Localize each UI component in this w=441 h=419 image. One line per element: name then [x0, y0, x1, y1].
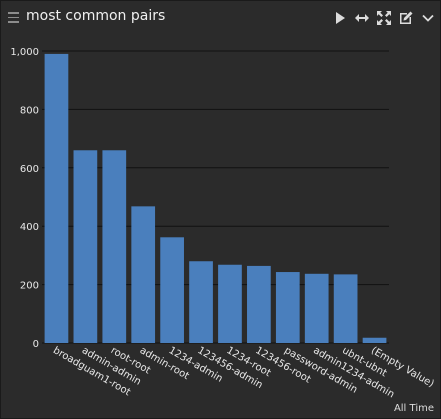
bar	[275, 272, 300, 343]
bar	[102, 150, 127, 343]
y-tick-label: 600	[20, 164, 39, 175]
time-range-label[interactable]: All Time	[393, 403, 434, 414]
y-tick-label: 800	[20, 105, 39, 116]
bar	[362, 337, 387, 343]
bar-chart: 02004006008001,000broadguam1-rootadmin-a…	[10, 47, 435, 400]
bar	[44, 53, 69, 344]
y-tick-label: 200	[20, 281, 39, 292]
edit-icon[interactable]	[398, 10, 414, 26]
expand-icon[interactable]	[376, 10, 392, 26]
panel-toolbar	[332, 9, 436, 27]
chart-area: 0 200 400 600 800 1,000 broadguam1-root admin-a…	[1, 34, 441, 404]
bar	[218, 264, 242, 343]
bar	[131, 206, 156, 343]
chevron-down-icon[interactable]	[420, 10, 436, 26]
bar	[73, 150, 98, 343]
y-tick-label: 400	[20, 222, 39, 233]
bar	[333, 274, 358, 343]
bar	[160, 237, 184, 343]
panel-header: most common pairs	[1, 1, 441, 34]
bar	[304, 273, 329, 343]
panel-title: most common pairs	[26, 8, 166, 24]
bar	[247, 265, 271, 343]
play-icon[interactable]	[332, 10, 348, 26]
y-tick-label: 0	[33, 339, 39, 350]
menu-icon[interactable]	[8, 12, 19, 23]
y-tick-label: 1,000	[10, 47, 39, 58]
bar	[189, 261, 213, 343]
resize-horizontal-icon[interactable]	[354, 10, 370, 26]
